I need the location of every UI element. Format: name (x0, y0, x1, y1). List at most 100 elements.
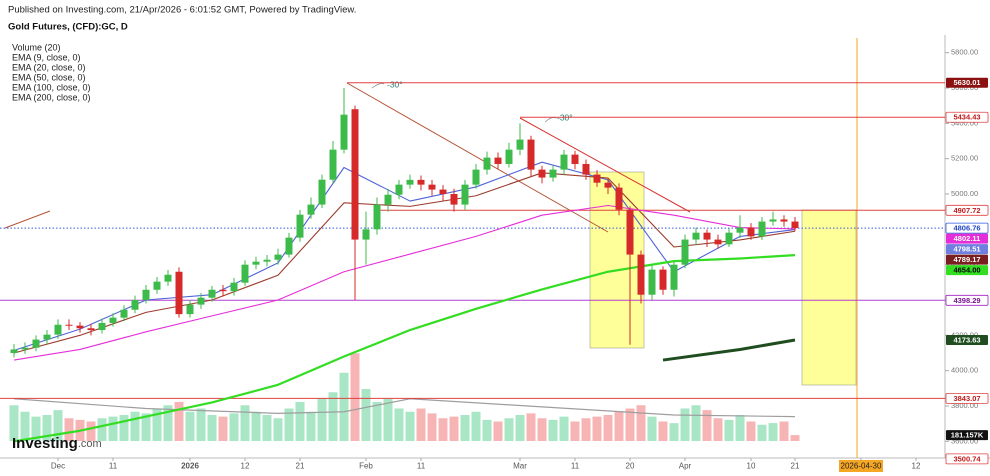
price-badge (946, 265, 988, 276)
candle-body (593, 174, 601, 183)
volume-bar (438, 418, 448, 441)
logo-suffix: .com (78, 438, 102, 450)
candle-body (626, 209, 634, 255)
candle-body (142, 289, 150, 300)
volume-bar (460, 415, 470, 441)
volume-bar (119, 415, 129, 441)
volume-bar (592, 416, 602, 441)
ema-line (662, 338, 796, 362)
volume-bar (779, 421, 789, 441)
x-tick-label: Mar (513, 462, 527, 471)
candle-body (703, 232, 711, 240)
legend-entry: Volume (20) (12, 42, 61, 52)
volume-bar (724, 419, 734, 441)
volume-bar (570, 421, 580, 441)
price-badge-label: 5434.43 (953, 113, 980, 122)
price-badge-label: 4802.11 (954, 234, 981, 243)
candle-body (615, 187, 623, 210)
candle-body (32, 339, 40, 348)
volume-bar (680, 408, 690, 441)
price-badge-label: 5630.01 (953, 78, 980, 87)
y-tick-label: 5200.00 (951, 154, 978, 163)
volume-bar (515, 415, 525, 441)
candle-body (263, 259, 271, 262)
candle-body (417, 179, 425, 185)
volume-bar (339, 372, 349, 441)
price-lines (0, 82, 945, 399)
volume-bar (372, 402, 382, 441)
symbol-title: Gold Futures, (CFD):GC, D (8, 22, 128, 33)
candle-body (604, 182, 612, 188)
candle-body (505, 149, 513, 164)
price-badge-label: 4806.76 (953, 224, 980, 233)
candle-body (780, 219, 788, 222)
volume-bar (53, 410, 63, 441)
ema-line (13, 204, 796, 361)
candle-body (461, 184, 469, 205)
trend-line (519, 117, 691, 213)
volume-bar (9, 405, 19, 441)
volume-bar (130, 411, 140, 441)
volume-bar (86, 421, 96, 441)
legend-entry: EMA (50, close, 0) (12, 72, 86, 82)
volume-bar (603, 415, 613, 441)
candles (10, 88, 799, 358)
y-tick-label: 5000.00 (951, 189, 978, 198)
candle-body (681, 239, 689, 265)
candle-body (714, 239, 722, 245)
x-tick-label: Dec (51, 462, 65, 471)
angle-arc (371, 83, 385, 89)
volume-bar (141, 413, 151, 441)
candle-body (670, 264, 678, 290)
x-tick-label: 21 (296, 462, 305, 471)
candle-body (131, 300, 139, 310)
volume-bar (526, 413, 536, 441)
candle-body (769, 219, 777, 222)
volume-bar (273, 418, 283, 441)
candle-body (725, 232, 733, 245)
x-tick-label: 20 (626, 462, 635, 471)
price-badge (946, 233, 988, 244)
volume-bar (669, 423, 679, 441)
candle-body (527, 139, 535, 170)
highlight-box (801, 209, 857, 386)
volume-bar (614, 411, 624, 441)
volume-bar (691, 405, 701, 441)
ema-line (13, 172, 796, 354)
price-badge (945, 204, 989, 216)
price-badge (946, 77, 988, 88)
logo: Investing.com (12, 435, 102, 452)
published-note: Published on Investing.com, 21/Apr/2026 … (8, 5, 356, 16)
volume-bar (97, 418, 107, 441)
volume-bar (42, 415, 52, 441)
candle-body (285, 237, 293, 255)
volume-bar (768, 423, 778, 441)
candle-body (747, 227, 755, 237)
volume-bar (31, 416, 41, 441)
price-badge (945, 222, 989, 234)
candle-body (307, 204, 315, 215)
candle-body (340, 114, 348, 150)
price-badge (946, 430, 988, 441)
volume-bar (625, 408, 635, 441)
volume-pane (9, 353, 800, 441)
candle-body (637, 254, 645, 295)
x-tick-label: 21 (791, 462, 800, 471)
candle-body (252, 261, 260, 265)
candle-body (164, 274, 172, 282)
candle-body (296, 214, 304, 238)
volume-bar (636, 405, 646, 441)
x-tick-label: 11 (571, 462, 580, 471)
candle-body (219, 289, 227, 292)
volume-bar (416, 408, 426, 441)
price-badge-label: 4173.63 (953, 335, 980, 344)
candle-body (450, 194, 458, 205)
volume-bar (185, 411, 195, 441)
volume-bar (405, 411, 415, 441)
volume-bar (702, 410, 712, 441)
volume-bar (658, 421, 668, 441)
price-badge-label: 181.157K (951, 431, 984, 440)
volume-bar (647, 416, 657, 441)
y-tick-label: 5800.00 (951, 48, 978, 57)
